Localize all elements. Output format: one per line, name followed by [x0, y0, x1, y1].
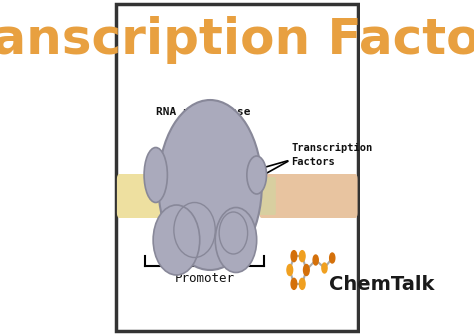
Text: Transcription
Factors: Transcription Factors — [292, 143, 373, 166]
Circle shape — [313, 255, 318, 265]
Ellipse shape — [158, 100, 262, 270]
FancyBboxPatch shape — [259, 174, 357, 218]
Circle shape — [329, 253, 335, 263]
Ellipse shape — [153, 205, 200, 275]
Circle shape — [300, 278, 305, 289]
FancyBboxPatch shape — [117, 174, 236, 218]
Circle shape — [300, 251, 305, 262]
Circle shape — [303, 265, 309, 275]
Text: RNA polymerase: RNA polymerase — [156, 107, 250, 117]
FancyBboxPatch shape — [117, 4, 357, 331]
Circle shape — [322, 263, 327, 273]
Ellipse shape — [215, 207, 256, 272]
Ellipse shape — [247, 156, 266, 194]
FancyBboxPatch shape — [214, 177, 276, 215]
Circle shape — [287, 265, 292, 275]
Text: ChemTalk: ChemTalk — [329, 275, 435, 294]
Circle shape — [291, 251, 297, 262]
Circle shape — [291, 278, 297, 289]
Text: Promoter: Promoter — [175, 271, 235, 284]
Text: Transcription Factors: Transcription Factors — [0, 16, 474, 64]
Ellipse shape — [144, 147, 167, 202]
